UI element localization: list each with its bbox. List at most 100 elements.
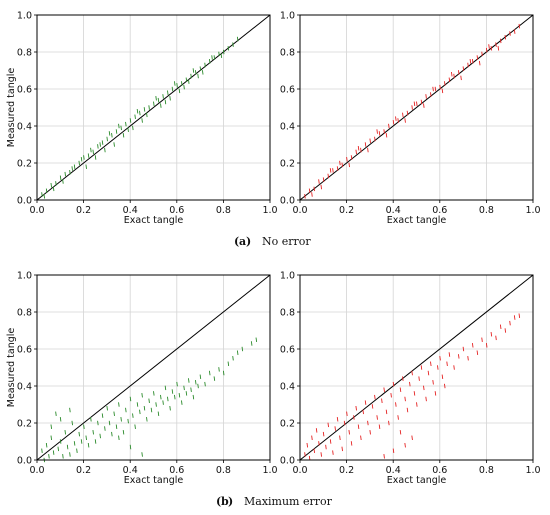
data-point — [78, 431, 80, 437]
data-point — [181, 81, 183, 86]
data-point — [320, 184, 323, 190]
data-point — [409, 381, 411, 387]
data-point — [160, 103, 162, 108]
data-point — [385, 132, 388, 138]
data-point — [222, 370, 225, 376]
data-point — [476, 350, 479, 355]
data-point — [397, 415, 399, 420]
data-point — [329, 439, 332, 444]
data-point — [348, 162, 350, 168]
data-point — [213, 376, 216, 381]
data-point — [388, 420, 390, 426]
data-point — [59, 175, 62, 181]
data-point — [120, 125, 122, 131]
data-point — [485, 343, 488, 348]
data-point — [383, 387, 385, 392]
data-point — [404, 442, 406, 448]
data-point — [71, 420, 73, 426]
data-point — [369, 429, 371, 435]
data-point — [236, 350, 239, 355]
caption-b-close: ) — [228, 495, 233, 508]
data-point — [167, 90, 169, 95]
data-point — [50, 182, 53, 188]
data-point — [134, 114, 136, 120]
data-point — [413, 101, 416, 107]
data-point — [141, 118, 143, 123]
data-point — [120, 417, 122, 422]
data-point — [448, 352, 451, 357]
data-point — [176, 381, 178, 387]
data-point — [208, 58, 211, 64]
y-tick-label: 0.2 — [17, 158, 32, 169]
data-point — [495, 335, 497, 341]
x-tick-label: 1.0 — [525, 205, 540, 216]
chart-panel-b-right: 0.0 0.2 0.4 0.6 0.8 1.0 0.0 0.2 0.4 0.6 0.8 1.0 Exac… — [280, 270, 541, 486]
data-point — [509, 320, 511, 326]
data-point — [104, 426, 106, 431]
data-point — [80, 439, 83, 444]
x-tick-label: 0.8 — [479, 465, 494, 476]
data-point — [62, 179, 64, 184]
chart-panel-b-left: 0.0 0.2 0.4 0.6 0.8 1.0 0.0 0.2 0.4 0.6 0.8 1.0 Exac… — [6, 270, 278, 486]
data-point — [213, 55, 216, 60]
x-axis-label: Exact tangle — [387, 475, 447, 486]
data-point — [504, 328, 507, 333]
data-point — [434, 391, 437, 396]
y-tick-label: 0.8 — [280, 307, 295, 318]
data-point — [164, 99, 167, 105]
data-point — [353, 415, 355, 420]
scatter-points — [304, 23, 521, 199]
data-point — [52, 186, 55, 192]
x-tick-label: 0.8 — [216, 205, 231, 216]
data-point — [467, 355, 469, 361]
data-point — [350, 441, 353, 446]
y-axis-label: Measured tangle — [6, 328, 17, 408]
y-tick-label: 1.0 — [280, 10, 295, 21]
data-point — [150, 407, 153, 413]
data-point — [57, 446, 60, 452]
x-tick-label: 0.0 — [292, 465, 307, 476]
data-point — [66, 444, 69, 450]
data-point — [50, 424, 53, 429]
x-tick-label: 0.4 — [123, 465, 138, 476]
data-point — [125, 407, 127, 413]
data-point — [218, 51, 220, 57]
data-point — [420, 365, 423, 370]
y-tick-label: 0.8 — [17, 307, 32, 318]
y-tick-label: 0.6 — [280, 344, 295, 355]
data-point — [388, 123, 390, 129]
caption-a-close: ) — [246, 235, 251, 248]
data-point — [115, 129, 118, 134]
x-tick-label: 0.2 — [339, 205, 354, 216]
x-tick-label: 1.0 — [262, 465, 277, 476]
data-point — [141, 392, 143, 398]
y-tick-label: 0.2 — [280, 158, 295, 169]
data-point — [73, 441, 76, 446]
data-point — [467, 62, 469, 68]
data-point — [481, 337, 483, 343]
data-point — [423, 385, 425, 391]
data-point — [90, 417, 92, 422]
data-point — [113, 142, 115, 147]
data-point — [357, 424, 360, 429]
data-point — [85, 435, 87, 441]
data-point — [188, 378, 190, 383]
x-tick-label: 0.0 — [29, 465, 44, 476]
data-point — [43, 194, 46, 199]
y-tick-label: 0.6 — [280, 84, 295, 95]
data-point — [153, 101, 155, 107]
x-tick-label: 0.8 — [479, 205, 494, 216]
caption-a: ( a ) No error — [234, 235, 311, 248]
data-point — [183, 385, 185, 391]
data-point — [336, 166, 339, 171]
caption-b: ( b ) Maximum error — [216, 495, 333, 508]
data-point — [495, 42, 497, 47]
data-point — [59, 417, 62, 422]
data-point — [376, 415, 378, 420]
data-point — [311, 435, 313, 441]
data-point — [341, 446, 343, 452]
x-tick-label: 0.8 — [216, 465, 231, 476]
axes-frame — [36, 274, 271, 461]
data-point — [304, 194, 306, 199]
data-point — [87, 442, 90, 448]
